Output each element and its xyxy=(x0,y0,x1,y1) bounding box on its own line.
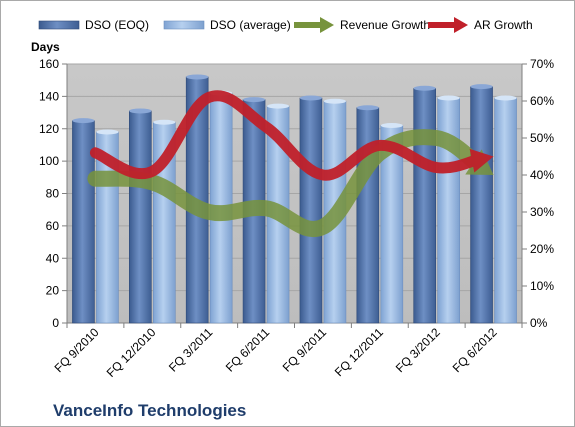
bar-cap xyxy=(470,84,493,90)
bar-cap xyxy=(494,95,517,101)
x-tick-label: FQ 3/2011 xyxy=(166,325,216,375)
bar-body xyxy=(299,97,323,324)
bar-cap xyxy=(323,98,346,104)
legend-swatch-arrow xyxy=(320,17,334,33)
line-ar-growth xyxy=(89,90,484,181)
bar-cap xyxy=(267,103,290,109)
legend-label: Revenue Growth xyxy=(340,18,430,32)
bar-cap xyxy=(153,119,176,125)
bar-dso-average xyxy=(437,95,460,324)
y2-tick-label: 30% xyxy=(530,205,554,219)
bar-cap xyxy=(72,118,95,124)
bar-cap xyxy=(96,129,119,135)
legend-swatch-arrow xyxy=(454,17,468,33)
y-axis-left: 0 20 40 60 80 100 120 140 160 xyxy=(39,57,67,330)
series-ar-growth xyxy=(89,90,494,181)
bar-dso-eoq xyxy=(72,118,95,324)
legend-item-dso-(average): DSO (average) xyxy=(163,18,291,32)
lines xyxy=(87,90,494,237)
bar-cap xyxy=(299,95,322,101)
bar-dso-eoq xyxy=(129,108,152,324)
legend-label: DSO (average) xyxy=(210,18,291,32)
legend-item-ar-growth: AR Growth xyxy=(428,17,533,33)
bar-cap xyxy=(356,105,379,111)
x-tick-label: FQ 12/2010 xyxy=(104,325,159,380)
chart-title: VanceInfo Technologies xyxy=(53,401,246,420)
x-tick-label: FQ 12/2011 xyxy=(332,325,386,379)
legend-swatch xyxy=(38,20,80,30)
legend-label: AR Growth xyxy=(474,18,533,32)
x-tick-label: FQ 9/2011 xyxy=(280,325,330,375)
y-tick-label: 40 xyxy=(46,251,60,265)
bar-body xyxy=(494,97,517,324)
legend-item-revenue-growth: Revenue Growth xyxy=(294,17,430,33)
y2-tick-label: 20% xyxy=(530,242,554,256)
y-axis-right: 0% 10% 20% 30% 40% 50% 60% 70% xyxy=(522,57,554,330)
y2-tick-label: 0% xyxy=(530,316,548,330)
x-tick-label: FQ 9/2010 xyxy=(52,325,102,375)
y-tick-label: 0 xyxy=(52,316,59,330)
bar-cap xyxy=(437,95,460,101)
bar-dso-average xyxy=(494,95,517,324)
bar-cap xyxy=(380,123,403,129)
y-tick-label: 80 xyxy=(46,187,60,201)
legend-item-dso-(eoq): DSO (EOQ) xyxy=(38,18,149,32)
y2-tick-label: 50% xyxy=(530,131,554,145)
legend-label: DSO (EOQ) xyxy=(85,18,149,32)
x-tick-label: FQ 3/2012 xyxy=(393,325,443,375)
arrowhead-ar-growth xyxy=(469,148,494,173)
y-axis-title: Days xyxy=(31,40,60,54)
bar-dso-eoq xyxy=(356,105,380,324)
bar-body xyxy=(470,86,493,324)
y-tick-label: 140 xyxy=(39,89,59,103)
y2-tick-label: 10% xyxy=(530,279,554,293)
y2-tick-label: 40% xyxy=(530,168,554,182)
bar-body xyxy=(356,107,380,324)
y-tick-label: 100 xyxy=(39,154,59,168)
bar-body xyxy=(413,87,436,324)
y2-tick-label: 70% xyxy=(530,57,554,71)
line-revenue-growth xyxy=(87,129,488,237)
bar-dso-eoq xyxy=(470,84,493,324)
x-tick-label: FQ 6/2012 xyxy=(450,325,500,375)
x-axis: FQ 9/2010 FQ 12/2010 FQ 3/2011 FQ 6/2011 FQ … xyxy=(52,323,523,380)
bar-dso-average xyxy=(380,123,404,324)
bar-dso-eoq xyxy=(299,95,323,324)
y-tick-label: 20 xyxy=(46,284,60,298)
bar-cap xyxy=(243,97,266,103)
bar-body xyxy=(129,110,152,324)
x-tick-label: FQ 6/2011 xyxy=(223,325,273,375)
bar-dso-eoq xyxy=(413,85,436,324)
y-tick-label: 120 xyxy=(39,122,59,136)
y-tick-label: 60 xyxy=(46,219,60,233)
bar-cap xyxy=(186,74,209,80)
y2-tick-label: 60% xyxy=(530,94,554,108)
bar-cap xyxy=(413,85,436,91)
legend: DSO (EOQ) DSO (average) Revenue Growth AR G… xyxy=(38,17,533,33)
legend-swatch xyxy=(163,20,205,30)
bar-cap xyxy=(129,108,152,114)
y-tick-label: 160 xyxy=(39,57,59,71)
